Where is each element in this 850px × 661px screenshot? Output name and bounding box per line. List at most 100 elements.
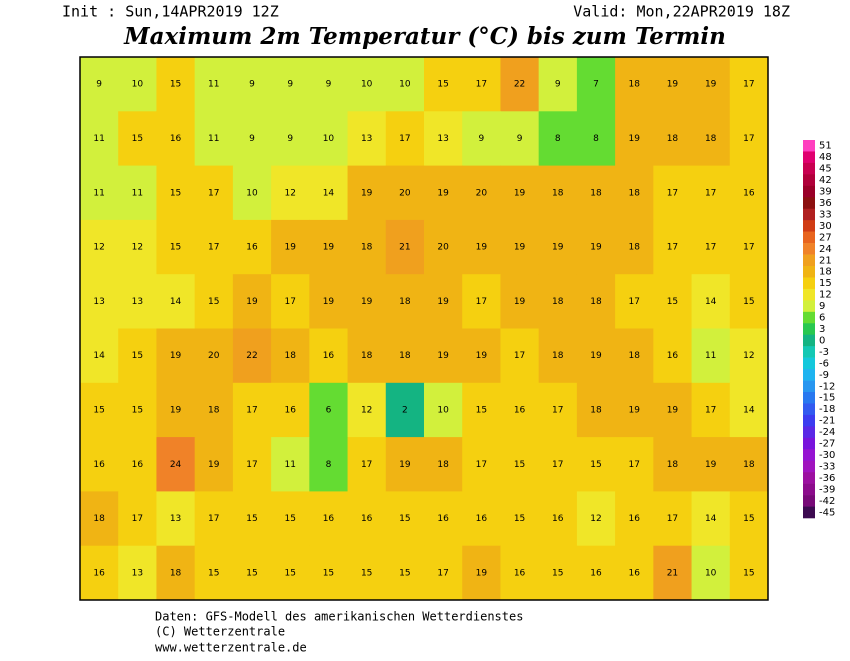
temperature-cell [462, 382, 501, 438]
colorbar-label: 48 [819, 152, 832, 163]
temperature-value: 17 [208, 188, 219, 198]
temperature-value: 15 [399, 514, 410, 524]
temperature-value: 6 [326, 405, 332, 415]
temperature-cell [653, 57, 693, 112]
temperature-cell [462, 219, 501, 275]
temperature-cell [576, 274, 616, 329]
temperature-cell [347, 491, 387, 547]
temperature-cell [500, 382, 540, 438]
temperature-value: 19 [667, 405, 679, 415]
temperature-cell [729, 382, 769, 438]
temperature-value: 10 [246, 188, 258, 198]
temperature-cell [729, 111, 769, 167]
temperature-cell [691, 165, 731, 221]
temperature-cell [194, 219, 234, 275]
colorbar-label: -18 [819, 404, 835, 415]
temperature-cell [424, 111, 463, 167]
temperature-cell [615, 219, 654, 275]
temperature-cell [729, 491, 769, 547]
temperature-cell [156, 111, 196, 167]
temperature-cell [156, 57, 196, 112]
temperature-cell [424, 437, 463, 492]
temperature-cell [462, 437, 501, 492]
temperature-cell [653, 437, 693, 492]
temperature-value: 12 [361, 405, 372, 415]
temperature-value: 22 [514, 80, 525, 90]
temperature-value: 17 [667, 243, 678, 253]
temperature-value: 9 [478, 134, 484, 144]
temperature-cell [194, 545, 234, 601]
temperature-cell [271, 111, 310, 167]
colorbar-swatch [803, 357, 815, 370]
temperature-cell [232, 328, 272, 384]
temperature-cell [385, 111, 425, 167]
temperature-value: 18 [590, 297, 602, 307]
temperature-cell [118, 328, 157, 384]
temperature-cell [271, 491, 310, 547]
temperature-cell [347, 437, 387, 492]
temperature-value: 14 [705, 514, 717, 524]
temperature-value: 18 [399, 297, 411, 307]
temperature-value: 16 [514, 568, 526, 578]
colorbar-swatch [803, 231, 815, 244]
footer-line: (C) Wetterzentrale [155, 625, 285, 639]
temperature-value: 13 [93, 297, 104, 307]
colorbar-label: 6 [819, 313, 825, 324]
temperature-cell [80, 219, 119, 275]
temperature-cell [691, 328, 731, 384]
temperature-cell [80, 274, 119, 329]
colorbar-swatch [803, 346, 815, 358]
temperature-cell [385, 219, 425, 275]
temperature-cell [385, 57, 425, 112]
temperature-value: 17 [552, 460, 563, 470]
temperature-cell [80, 437, 119, 492]
temperature-cell [615, 57, 654, 112]
temperature-cell [500, 57, 540, 112]
temperature-value: 13 [132, 297, 143, 307]
temperature-value: 15 [132, 134, 143, 144]
colorbar-label: -39 [819, 484, 835, 495]
temperature-value: 19 [705, 80, 717, 90]
temperature-cell [500, 545, 540, 601]
temperature-cell [118, 545, 157, 601]
temperature-cell [385, 545, 425, 601]
temperature-value: 15 [743, 514, 754, 524]
temperature-cell [500, 437, 540, 492]
temperature-cell [309, 328, 349, 384]
temperature-value: 17 [476, 297, 487, 307]
temperature-value: 16 [743, 188, 755, 198]
colorbar-label: 3 [819, 324, 825, 335]
colorbar-swatch [803, 472, 815, 484]
temperature-cell [118, 491, 157, 547]
temperature-value: 16 [170, 134, 182, 144]
temperature-value: 16 [437, 514, 449, 524]
temperature-value: 15 [208, 297, 219, 307]
temperature-value: 14 [323, 188, 335, 198]
colorbar-label: -15 [819, 393, 835, 404]
temperature-value: 9 [555, 80, 561, 90]
temperature-value: 15 [284, 514, 295, 524]
temperature-value: 17 [705, 405, 716, 415]
temperature-cell [194, 491, 234, 547]
temperature-cell [691, 111, 731, 167]
temperature-value: 17 [476, 80, 487, 90]
temperature-value: 18 [552, 297, 564, 307]
colorbar-label: -30 [819, 450, 835, 461]
colorbar-swatch [803, 266, 815, 278]
temperature-value: 15 [323, 568, 334, 578]
temperature-cell [653, 491, 693, 547]
temperature-value: 11 [705, 351, 716, 361]
temperature-value: 16 [93, 460, 105, 470]
temperature-value: 18 [590, 405, 602, 415]
temperature-cell [462, 328, 501, 384]
temperature-value: 18 [628, 80, 640, 90]
temperature-cell [347, 219, 387, 275]
temperature-cell [232, 274, 272, 329]
temperature-cell [729, 437, 769, 492]
temperature-value: 18 [208, 405, 220, 415]
temperature-cell [500, 274, 540, 329]
temperature-cell [156, 219, 196, 275]
temperature-cell [538, 328, 578, 384]
temperature-value: 19 [628, 405, 640, 415]
temperature-value: 15 [514, 460, 525, 470]
